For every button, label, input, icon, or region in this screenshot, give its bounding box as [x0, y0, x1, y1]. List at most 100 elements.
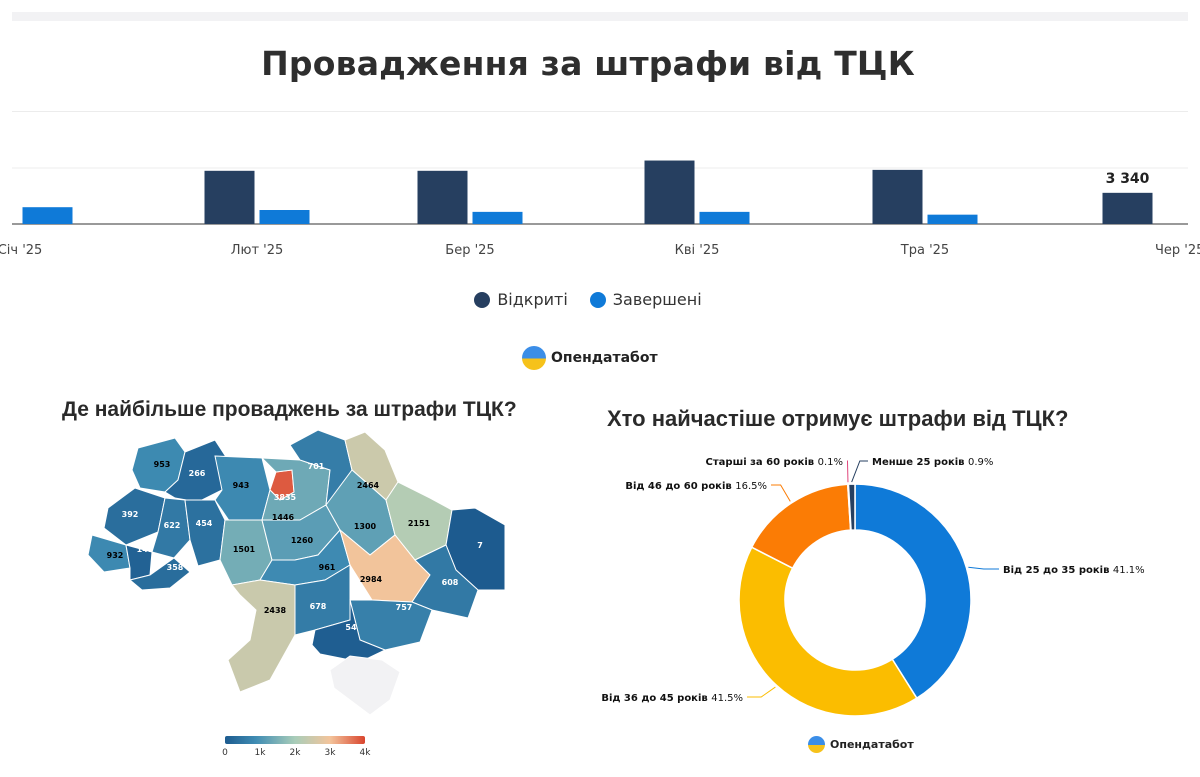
scale-ticks: 0 1k 2k 3k 4k: [222, 744, 370, 758]
donut-label-name-4: Менше 25 років: [872, 457, 968, 468]
map-value-label-18: 961: [319, 563, 336, 572]
bar-legend: Відкриті Завершені: [0, 290, 1176, 309]
donut-label-pct-2: 16.5%: [735, 481, 767, 492]
map-value-label-20: 608: [442, 578, 459, 587]
scale-tick-1: 1k: [254, 748, 266, 758]
title-divider: [12, 111, 1188, 112]
bar-closed-1[interactable]: [259, 210, 310, 224]
ukraine-map: 953 266 943 3835 1446 701 2464 392 622 454 932 147 3…: [87, 429, 506, 716]
bar-open-2[interactable]: [417, 170, 468, 224]
map-region-24[interactable]: [311, 599, 387, 663]
x-tick-label-5: Чер '25: [1155, 243, 1200, 258]
bar-open-1[interactable]: [204, 170, 255, 224]
map-region-20[interactable]: [411, 544, 479, 619]
map-title: Де найбільше проваджень за штрафи ТЦК?: [62, 398, 517, 421]
map-region-12[interactable]: [128, 557, 191, 591]
scale-gradient: [225, 736, 365, 744]
donut-label-4: Менше 25 років 0.9%: [872, 457, 993, 468]
legend-item-closed[interactable]: Завершені: [589, 290, 702, 309]
donut-label-pct-1: 41.5%: [711, 693, 743, 704]
map-value-label-12: 358: [167, 563, 184, 572]
donut-leader-0: [968, 566, 999, 570]
donut-label-pct-3: 0.1%: [818, 457, 843, 468]
map-value-label-11: 147: [137, 545, 154, 554]
map-value-label-5: 701: [308, 462, 325, 471]
scale-tick-4: 4k: [359, 748, 371, 758]
x-tick-label-3: Кві '25: [675, 243, 720, 258]
x-tick-label-4: Тра '25: [900, 243, 949, 258]
bar-closed-3[interactable]: [699, 211, 750, 224]
donut-label-name-0: Від 25 до 35 років: [1003, 565, 1113, 576]
donut-label-pct-4: 0.9%: [968, 457, 993, 468]
bar-closed-0[interactable]: [22, 207, 73, 224]
map-value-label-16: 2151: [408, 519, 431, 528]
map-value-label-13: 1501: [233, 545, 256, 554]
legend-label-open: Відкриті: [497, 290, 568, 309]
bar-closed-2[interactable]: [472, 211, 523, 224]
map-value-label-9: 454: [196, 519, 213, 528]
brand-name-small: Опендатабот: [830, 738, 914, 751]
legend-swatch-open: [474, 291, 491, 308]
donut-label-pct-0: 41.1%: [1113, 565, 1145, 576]
bar-open-4[interactable]: [872, 169, 923, 224]
main-title: Провадження за штрафи від ТЦК: [261, 44, 915, 83]
map-value-label-17: 7: [477, 541, 483, 550]
x-tick-label-1: Лют '25: [231, 243, 284, 258]
map-value-label-24: 54: [345, 623, 357, 632]
scale-tick-3: 3k: [324, 748, 336, 758]
donut-leader-3: [846, 460, 849, 483]
map-value-label-22: 678: [310, 602, 327, 611]
map-value-label-15: 1300: [354, 522, 377, 531]
brand-logo: Опендатабот: [522, 346, 658, 370]
donut-leader-4: [851, 460, 868, 483]
map-value-label-14: 1260: [291, 536, 314, 545]
opendatabot-logo-icon: [522, 346, 546, 370]
map-value-label-1: 266: [189, 469, 206, 478]
map-region-25[interactable]: [329, 655, 401, 716]
brand-name: Опендатабот: [551, 350, 658, 366]
donut-slice-0[interactable]: [854, 483, 972, 700]
map-value-label-23: 757: [396, 603, 413, 612]
brand-logo-small: Опендатабот: [808, 736, 914, 753]
donut-slice-1[interactable]: [738, 546, 918, 717]
map-value-label-7: 392: [122, 510, 139, 519]
donut-label-0: Від 25 до 35 років 41.1%: [1003, 565, 1145, 576]
donut-label-name-2: Від 46 до 60 років: [625, 481, 735, 492]
legend-swatch-closed: [589, 291, 606, 308]
donut-title: Хто найчастіше отримує штрафи від ТЦК?: [607, 406, 1069, 431]
donut-label-3: Старші за 60 років 0.1%: [706, 457, 843, 468]
legend-label-closed: Завершені: [612, 290, 702, 309]
x-tick-label-2: Бер '25: [445, 243, 494, 258]
map-value-label-19: 2984: [360, 575, 383, 584]
map-value-label-0: 953: [154, 460, 171, 469]
donut-slice-4[interactable]: [847, 483, 856, 531]
map-region-9[interactable]: [184, 499, 226, 567]
map-region-21[interactable]: [227, 579, 296, 693]
donut-slice-2[interactable]: [750, 483, 852, 570]
donut-leader-1: [747, 686, 776, 698]
bar-closed-4[interactable]: [927, 214, 978, 224]
donut-label-1: Від 36 до 45 років 41.5%: [601, 693, 743, 704]
bar-open-3[interactable]: [644, 160, 695, 224]
map-value-label-21: 2438: [264, 606, 287, 615]
donut-label-name-1: Від 36 до 45 років: [601, 693, 711, 704]
top-strip: [12, 12, 1188, 21]
map-value-label-2: 943: [233, 481, 250, 490]
donut-label-2: Від 46 до 60 років 16.5%: [625, 481, 767, 492]
opendatabot-logo-icon-small: [808, 736, 825, 753]
map-value-label-4: 1446: [272, 513, 295, 522]
legend-item-open[interactable]: Відкриті: [474, 290, 568, 309]
x-tick-label-0: Січ '25: [0, 243, 42, 258]
map-color-scale: 0 1k 2k 3k 4k: [222, 736, 370, 758]
bar-data-label-0: 3 340: [1106, 171, 1150, 187]
map-value-label-8: 622: [164, 521, 181, 530]
bar-open-5[interactable]: [1102, 192, 1153, 224]
bar-chart: Січ '25 Лют '25 Бер '25 Кві '25 Тра '25 Чер '…: [0, 160, 1200, 258]
map-region-10[interactable]: [87, 534, 131, 573]
donut-label-name-3: Старші за 60 років: [706, 457, 818, 468]
scale-tick-2: 2k: [289, 748, 301, 758]
scale-tick-0: 0: [222, 748, 228, 758]
donut-chart: Від 25 до 35 років 41.1% Від 36 до 45 рок…: [601, 457, 1145, 717]
donut-leader-2: [771, 484, 791, 502]
map-value-label-6: 2464: [357, 481, 380, 490]
